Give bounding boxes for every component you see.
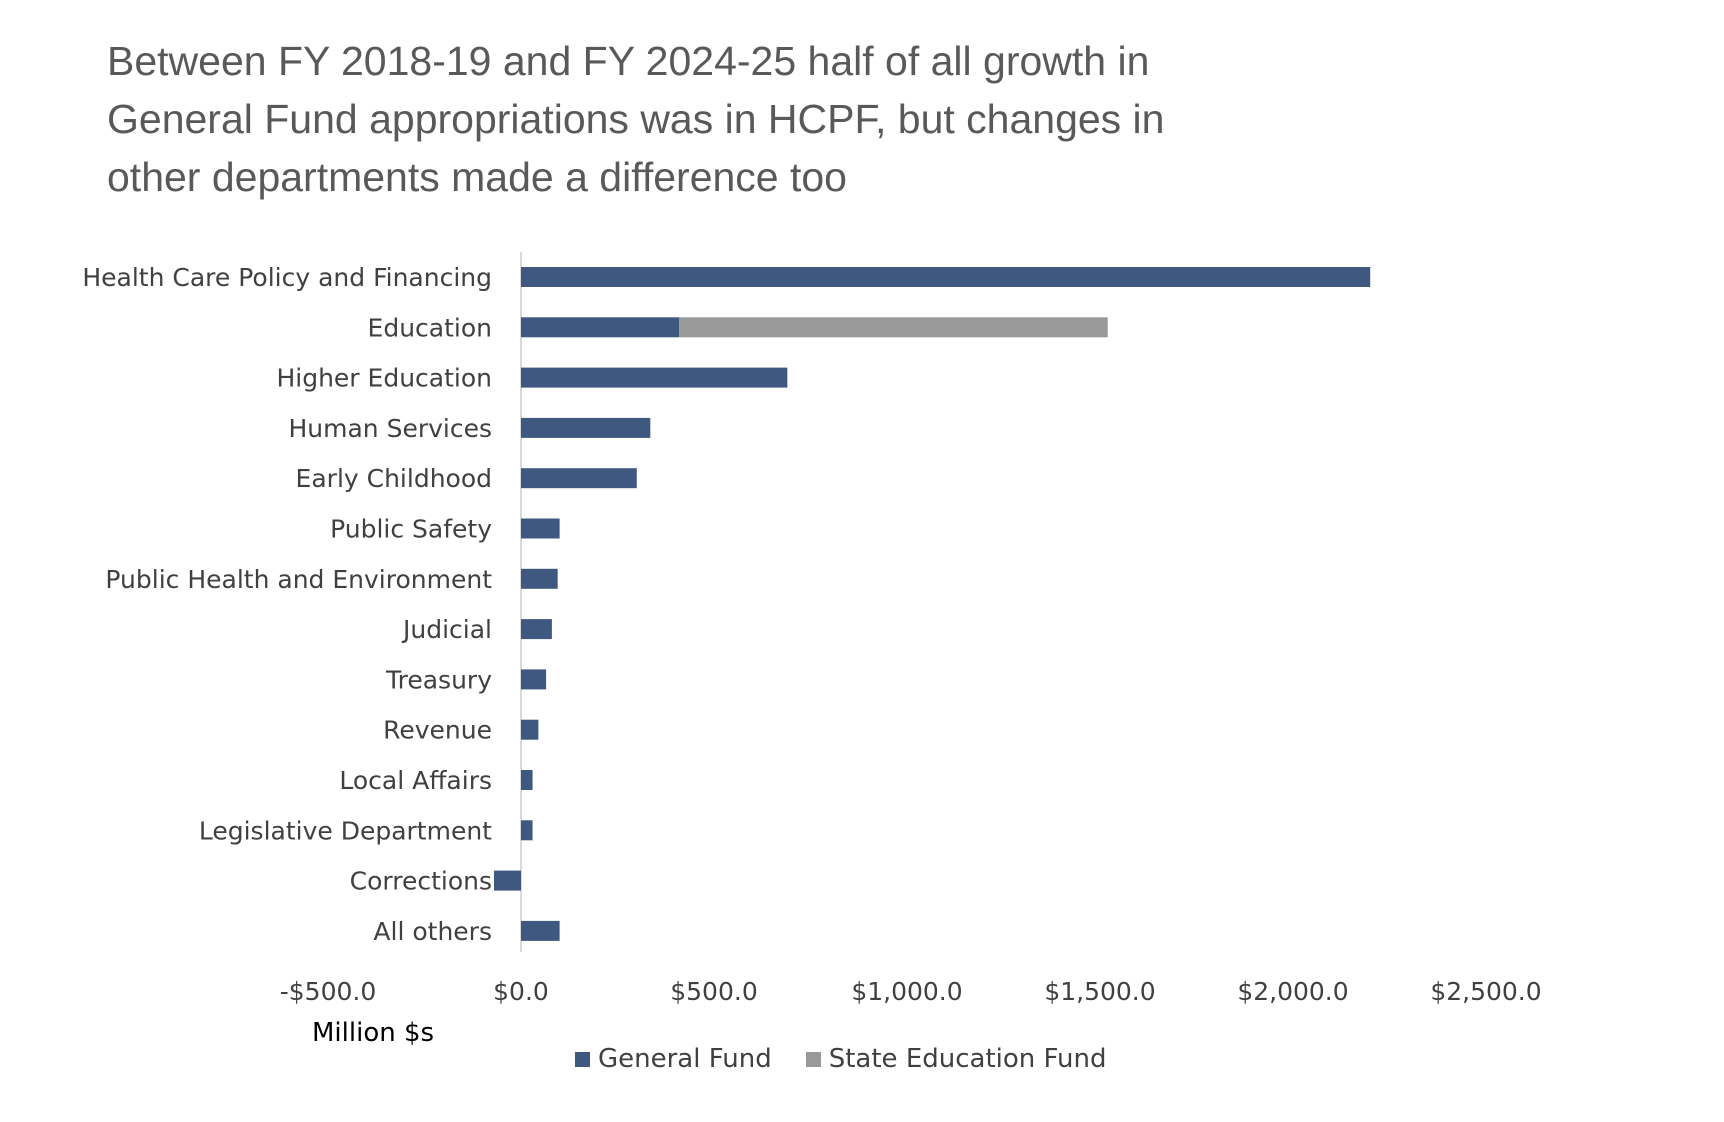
chart-title: Between FY 2018-19 and FY 2024-25 half o…: [107, 32, 1257, 206]
x-axis-label: Million $s: [312, 1018, 435, 1048]
x-tick-label: $0.0: [493, 977, 549, 1006]
category-label: Revenue: [383, 716, 492, 745]
category-label: Higher Education: [276, 364, 492, 393]
legend-label-general-fund: General Fund: [598, 1044, 772, 1074]
bar-general-fund: [521, 719, 539, 740]
bar-general-fund: [521, 669, 547, 690]
bar-general-fund: [521, 417, 651, 438]
chart-title-line: General Fund appropriations was in HCPF,…: [107, 96, 1165, 142]
category-label: Public Health and Environment: [105, 565, 492, 594]
legend-swatch-state-education-fund: [805, 1051, 821, 1067]
x-tick-label: $2,000.0: [1237, 977, 1348, 1006]
bar-general-fund: [521, 317, 680, 338]
x-tick-label: $500.0: [670, 977, 757, 1006]
bar-general-fund: [521, 468, 637, 489]
category-label: Public Safety: [330, 515, 492, 544]
category-label: Human Services: [288, 414, 492, 443]
category-label: Corrections: [350, 867, 492, 896]
category-label: Judicial: [401, 615, 492, 644]
category-label: Education: [368, 313, 492, 342]
chart-title-line: other departments made a difference too: [107, 154, 847, 200]
bar-general-fund: [521, 820, 533, 841]
legend-item-general-fund: General Fund: [575, 1044, 772, 1074]
x-tick-label: $1,000.0: [851, 977, 962, 1006]
x-tick-label: $2,500.0: [1430, 977, 1541, 1006]
bar-general-fund: [521, 568, 558, 589]
bar-general-fund: [521, 619, 552, 640]
legend-swatch-general-fund: [575, 1051, 590, 1067]
chart-title-line: Between FY 2018-19 and FY 2024-25 half o…: [107, 38, 1150, 84]
category-label: All others: [373, 917, 492, 946]
category-label: Legislative Department: [199, 816, 492, 845]
x-tick-label: -$500.0: [280, 977, 377, 1006]
bar-general-fund: [521, 770, 533, 790]
bar-state-education-fund: [679, 317, 1108, 338]
bar-general-fund: [521, 518, 560, 539]
category-label: Early Childhood: [296, 464, 492, 493]
bar-general-fund: [521, 367, 788, 388]
legend-item-state-education-fund: State Education Fund: [805, 1044, 1107, 1074]
category-label: Local Affairs: [339, 766, 492, 795]
bar-general-fund: [493, 870, 521, 891]
x-tick-label: $1,500.0: [1044, 977, 1155, 1006]
legend-label-state-education-fund: State Education Fund: [828, 1044, 1107, 1074]
bar-general-fund: [521, 267, 1371, 287]
category-label: Health Care Policy and Financing: [82, 263, 492, 292]
legend: General Fund State Education Fund: [575, 1044, 1107, 1074]
category-label: Treasury: [385, 665, 492, 694]
bar-general-fund: [521, 920, 560, 941]
